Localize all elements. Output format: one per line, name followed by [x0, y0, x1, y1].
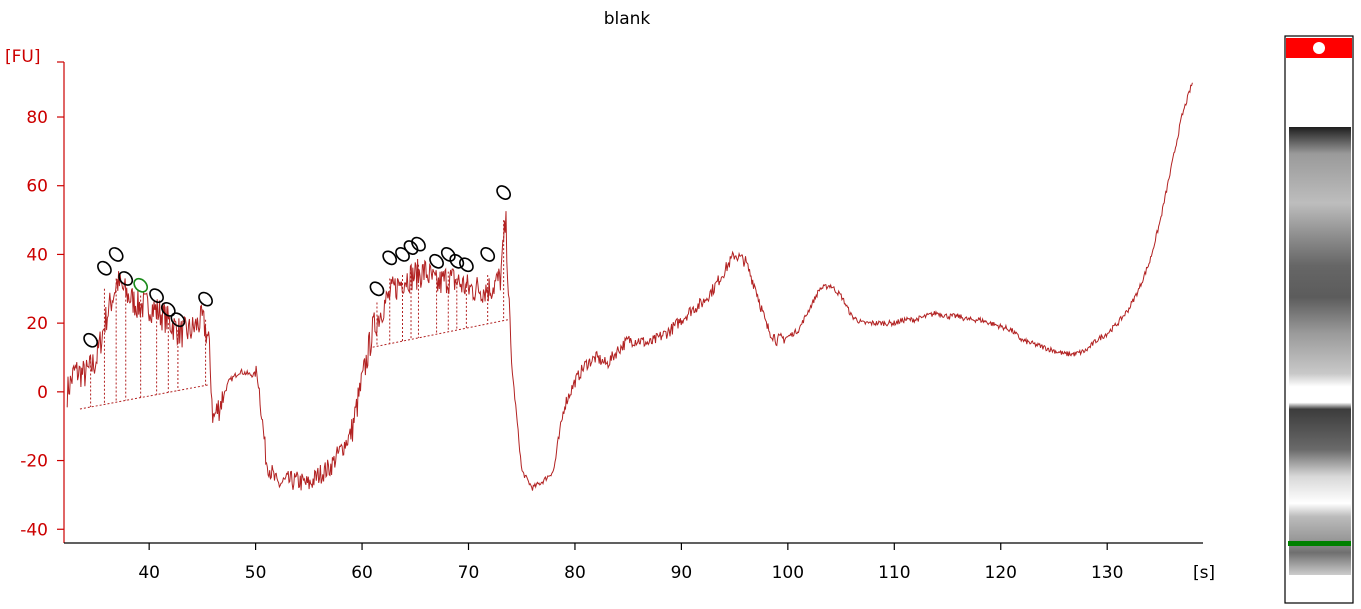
gel-lane: [1284, 35, 1354, 604]
peak-marker: [198, 291, 213, 307]
y-tick-label: 60: [26, 177, 48, 197]
x-tick-label: 110: [878, 563, 910, 583]
peak-marker: [97, 260, 112, 276]
y-tick-label: -20: [20, 452, 48, 472]
x-tick-label: 40: [138, 563, 160, 583]
peak-marker: [149, 288, 164, 304]
x-tick-label: 120: [985, 563, 1017, 583]
peak-marker: [83, 332, 98, 348]
x-tick-label: 80: [564, 563, 586, 583]
peak-marker: [440, 247, 456, 262]
peak-marker: [369, 281, 385, 297]
y-tick-label: 0: [37, 383, 48, 403]
x-tick-label: 70: [458, 563, 480, 583]
peak-marker: [496, 185, 511, 200]
y-tick-label: -40: [20, 520, 48, 540]
peak-marker: [429, 253, 444, 269]
x-tick-label: 90: [671, 563, 693, 583]
integration-baseline: [372, 319, 508, 348]
peak-marker: [480, 247, 496, 262]
peak-marker: [170, 312, 186, 328]
y-tick-label: 20: [26, 314, 48, 334]
y-tick-label: 40: [26, 245, 48, 265]
peak-marker: [459, 257, 474, 273]
x-tick-label: 130: [1091, 563, 1123, 583]
gel-marker-bottom-band: [1288, 541, 1351, 546]
peak-marker: [403, 240, 419, 255]
x-axis-label: [s]: [1193, 563, 1215, 583]
integration-baseline: [79, 384, 208, 410]
y-tick-label: 80: [26, 108, 48, 128]
y-axis-label: [FU]: [5, 47, 41, 67]
chart-title: blank: [604, 9, 651, 29]
peak-marker: [118, 271, 134, 286]
trace-line: [66, 82, 1193, 491]
x-tick-label: 100: [772, 563, 804, 583]
plot-area: -40 -20 0 20 40 60 80 [FU] 40 50 60 70 80 90 100 110 120…: [5, 47, 1215, 583]
gel-marker-top-dot: [1313, 42, 1325, 54]
gel-lane-bands: [1289, 127, 1351, 575]
peak-marker: [108, 247, 124, 262]
peak-marker: [160, 302, 176, 317]
x-tick-label: 60: [351, 563, 373, 583]
x-tick-label: 50: [245, 563, 267, 583]
peak-marker: [382, 250, 398, 266]
peak-marker: [133, 277, 149, 293]
peak-marker: [411, 236, 426, 252]
peak-marker: [449, 253, 465, 269]
